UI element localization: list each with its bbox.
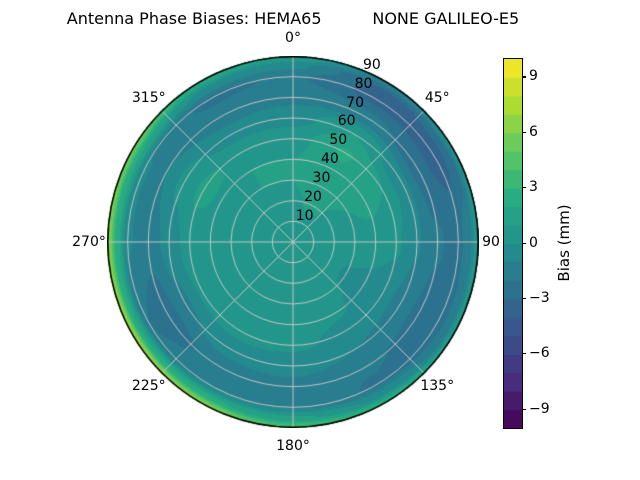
radial-tick-label: 40	[320, 151, 339, 168]
colorbar-tick-label: 0	[529, 234, 538, 251]
angular-tick-label: 135°	[420, 378, 455, 395]
angular-tick-label: 0°	[285, 30, 301, 46]
radial-tick-label: 50	[329, 132, 348, 149]
colorbar-tick-label: −6	[529, 345, 550, 362]
colorbar-tick-label: −9	[529, 400, 550, 417]
colorbar-tick-label: 9	[529, 68, 538, 85]
radial-tick-label: 60	[337, 113, 356, 130]
colorbar-tick-mark	[522, 76, 526, 78]
angular-tick-label: 45°	[424, 89, 450, 106]
angular-tick-label: 225°	[131, 378, 166, 395]
colorbar-tick-mark	[522, 297, 526, 300]
colorbar-tick-mark	[522, 408, 526, 410]
colorbar-tick-mark	[522, 242, 526, 244]
radial-tick-label: 70	[346, 94, 365, 111]
colorbar-tick-mark	[522, 353, 526, 355]
radial-tick-label: 30	[312, 170, 331, 187]
angular-tick-label: 90	[482, 234, 500, 250]
colorbar-tick-mark	[522, 131, 526, 133]
radial-tick-label: 80	[354, 75, 373, 92]
radial-tick-label: 20	[304, 188, 322, 205]
colorbar-tick-label: 6	[529, 123, 538, 140]
colorbar-tick-label: −3	[529, 289, 550, 306]
radial-tick-label: 10	[295, 207, 314, 224]
chart-title: Antenna Phase Biases: HEMA65 NONE GALILE…	[66, 9, 520, 28]
colorbar-tick-label: 3	[529, 179, 538, 196]
colorbar-axis-label: Bias (mm)	[555, 204, 573, 282]
angular-tick-label: 270°	[72, 234, 106, 250]
colorbar	[503, 58, 523, 429]
radial-tick-label: 90	[362, 56, 381, 73]
angular-tick-label: 315°	[131, 89, 166, 106]
colorbar-tick-mark	[522, 187, 526, 189]
angular-tick-label: 180°	[276, 438, 310, 454]
polar-heatmap-canvas	[107, 56, 479, 428]
colorbar-canvas	[504, 59, 522, 428]
